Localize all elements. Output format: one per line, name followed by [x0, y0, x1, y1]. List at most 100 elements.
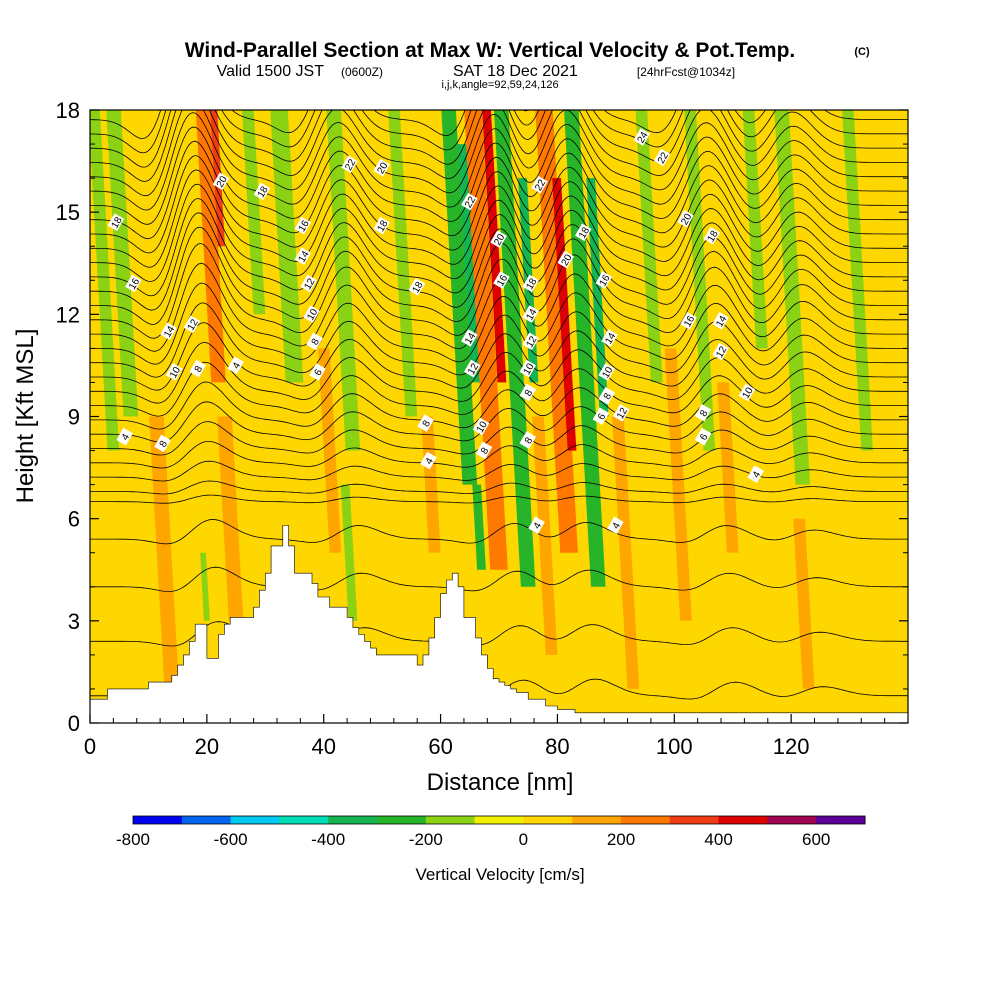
- contour-label-bg: [519, 359, 537, 378]
- contour-label-text: 22: [656, 150, 671, 166]
- contour-label-text: 8: [523, 388, 536, 399]
- contour-label-text: 4: [611, 520, 624, 531]
- grid-indices: i,j,k,angle=92,59,24,126: [441, 79, 558, 91]
- contour-label-bg: [294, 216, 312, 235]
- x-tick-label: 100: [656, 734, 693, 759]
- contour-label: 22: [341, 155, 359, 174]
- contour-label-bg: [575, 223, 592, 242]
- contour-label-text: 18: [577, 225, 592, 241]
- contour-label: 4: [607, 516, 624, 535]
- contour-label-text: 8: [479, 446, 492, 457]
- pot-temp-contour: [90, 401, 908, 443]
- contour-label: 16: [125, 274, 142, 293]
- contour-label-text: 24: [636, 130, 651, 146]
- pot-temp-contour: [90, 480, 908, 495]
- pot-temp-contour: [90, 155, 908, 254]
- colorbar-tick-label: 600: [802, 830, 830, 849]
- contour-label-text: 16: [495, 273, 510, 289]
- contour-label-text: 20: [492, 232, 507, 248]
- contour-label-bg: [166, 363, 183, 381]
- contour-label-bg: [598, 363, 615, 381]
- contour-label-text: 14: [463, 331, 478, 347]
- velocity-band: [482, 110, 507, 383]
- x-tick-label: 60: [428, 734, 452, 759]
- colorbar-swatch: [621, 816, 671, 824]
- contour-label: 4: [420, 451, 437, 470]
- contour-label: 10: [738, 383, 756, 402]
- contour-label-text: 6: [313, 367, 326, 378]
- contour-label-bg: [557, 250, 575, 269]
- colorbar-swatch: [181, 816, 232, 824]
- velocity-band: [340, 484, 358, 621]
- pot-temp-contour: [90, 494, 908, 504]
- contour-label: 4: [116, 427, 133, 446]
- colorbar-swatch: [816, 816, 866, 824]
- contour-label: 8: [519, 431, 537, 449]
- contour-label: 14: [294, 247, 312, 265]
- contour-label: 14: [601, 329, 619, 347]
- velocity-band: [106, 110, 139, 417]
- contour-label: 18: [408, 278, 426, 296]
- contour-label-bg: [253, 182, 271, 201]
- contour-label-bg: [633, 128, 651, 146]
- contour-label: 22: [653, 148, 671, 167]
- pot-temp-contour: [90, 282, 908, 365]
- colorbar-swatch: [669, 816, 720, 824]
- contour-label-bg: [712, 312, 729, 330]
- vertical-velocity-field: [90, 110, 873, 689]
- colorbar-swatch: [523, 816, 573, 824]
- contour-label-text: 8: [698, 408, 711, 419]
- contour-label-text: 14: [714, 314, 729, 330]
- colorbar-swatch: [133, 816, 183, 824]
- axes: 0 20 40 60 80 100 120 0 3 6 9 12 15 18: [56, 98, 908, 759]
- contour-label: 16: [294, 216, 312, 235]
- contour-label-bg: [227, 356, 244, 374]
- contour-label: 8: [189, 359, 206, 378]
- contour-label-text: 20: [215, 174, 230, 190]
- velocity-band: [242, 110, 266, 315]
- contour-label: 20: [490, 230, 508, 248]
- contour-label-bg: [373, 158, 390, 177]
- colorbar-swatch: [328, 816, 378, 824]
- contour-label-text: 12: [466, 361, 481, 377]
- contour-label: 8: [417, 414, 434, 432]
- pot-temp-contour: [90, 183, 908, 282]
- colorbar-swatch: [279, 816, 329, 824]
- velocity-band: [564, 110, 606, 587]
- contour-label: 16: [595, 271, 613, 289]
- pot-temp-contours: [90, 110, 908, 701]
- velocity-band: [217, 416, 244, 621]
- y-tick-label: 0: [68, 711, 80, 736]
- colorbar-swatch: [767, 816, 817, 824]
- contour-label-bg: [420, 451, 437, 470]
- contour-label-text: 22: [343, 157, 358, 173]
- contour-label: 14: [461, 329, 478, 347]
- contour-label-bg: [712, 342, 729, 361]
- contour-label-text: 14: [297, 249, 312, 265]
- contour-label: 12: [522, 332, 540, 351]
- pot-temp-contour: [90, 110, 908, 197]
- pot-temp-contour: [90, 110, 908, 182]
- contour-label-bg: [531, 175, 548, 194]
- velocity-band: [318, 348, 342, 553]
- y-tick-label: 12: [56, 302, 80, 327]
- pot-temp-contour: [90, 566, 908, 592]
- pot-temp-contour: [90, 341, 908, 404]
- contour-label-text: 22: [533, 177, 548, 193]
- y-tick-label: 3: [68, 609, 80, 634]
- contour-label-bg: [417, 414, 434, 432]
- pot-temp-contour: [90, 110, 908, 168]
- terrain: [90, 525, 908, 723]
- contour-label-text: 12: [524, 334, 539, 350]
- contour-label-bg: [183, 315, 201, 334]
- contour-label-text: 6: [596, 411, 609, 422]
- contour-label: 10: [303, 305, 321, 323]
- velocity-band: [270, 110, 304, 383]
- colorbar-swatch: [377, 816, 427, 824]
- velocity-band: [493, 110, 536, 587]
- contour-label-bg: [592, 407, 610, 426]
- contour-label: 20: [212, 172, 230, 191]
- colorbar-tick-label: 200: [607, 830, 635, 849]
- contour-label-bg: [472, 417, 490, 436]
